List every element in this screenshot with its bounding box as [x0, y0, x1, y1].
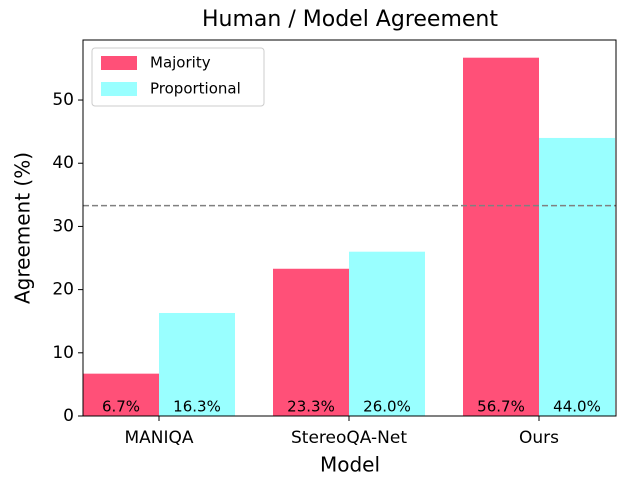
legend-swatch — [101, 82, 137, 96]
bar — [159, 312, 235, 416]
legend-label: Majority — [150, 54, 211, 72]
y-tick-label: 50 — [52, 90, 74, 110]
y-tick-label: 40 — [52, 153, 74, 173]
y-tick-label: 0 — [63, 406, 74, 426]
legend-swatch — [101, 56, 137, 70]
y-tick-label: 30 — [52, 216, 74, 236]
bar — [273, 268, 349, 416]
value-label: 16.3% — [173, 398, 221, 416]
value-label: 44.0% — [553, 398, 601, 416]
legend-label: Proportional — [150, 80, 241, 98]
bar — [463, 57, 539, 416]
plot-frame — [82, 39, 617, 417]
value-label: 23.3% — [287, 398, 335, 416]
value-label: 56.7% — [477, 398, 525, 416]
bar — [83, 373, 159, 416]
y-axis-label: Agreement (%) — [11, 152, 35, 304]
x-tick-label: StereoQA-Net — [291, 428, 407, 448]
x-tick-label: MANIQA — [124, 428, 193, 448]
value-label: 6.7% — [102, 398, 140, 416]
bar — [539, 137, 615, 416]
y-tick-label: 10 — [52, 343, 74, 363]
chart-title: Human / Model Agreement — [202, 7, 498, 32]
x-axis-label: Model — [320, 453, 380, 477]
x-tick-label: Ours — [519, 428, 559, 448]
value-label: 26.0% — [363, 398, 411, 416]
bar — [349, 251, 425, 416]
y-tick-label: 20 — [52, 280, 74, 300]
